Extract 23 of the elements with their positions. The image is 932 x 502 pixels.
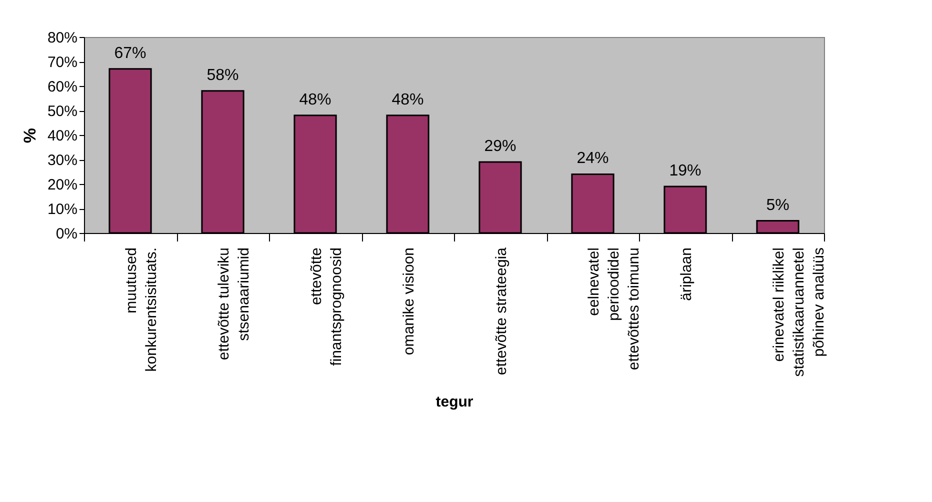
data-label: 5% [766, 196, 790, 214]
data-label: 67% [114, 44, 146, 62]
y-tick-label: 70% [47, 54, 78, 71]
data-label: 19% [669, 162, 702, 180]
y-tick-label: 60% [47, 78, 78, 96]
data-label: 48% [392, 91, 424, 108]
x-tick-label: omanike visioon [400, 248, 418, 356]
x-tick-label: ettevõtte strateegia [492, 246, 510, 376]
data-label: 29% [484, 138, 516, 155]
y-tick-label: 10% [47, 201, 78, 218]
x-tick-label: äriplaan [678, 248, 695, 301]
data-label: 24% [576, 150, 609, 168]
y-axis-title: % [20, 128, 40, 144]
y-tick-label: 0% [56, 226, 78, 242]
y-tick-label: 20% [47, 176, 78, 194]
y-tick-label: 40% [47, 128, 78, 144]
x-axis-title: tegur [436, 394, 474, 411]
data-label: 48% [299, 91, 332, 108]
y-tick-label: 50% [47, 103, 78, 120]
x-tick-label: muutused konkurentsisituats. [122, 248, 160, 372]
data-label: 58% [206, 66, 239, 84]
y-tick-label: 80% [47, 30, 78, 46]
y-tick-label: 30% [47, 152, 78, 169]
